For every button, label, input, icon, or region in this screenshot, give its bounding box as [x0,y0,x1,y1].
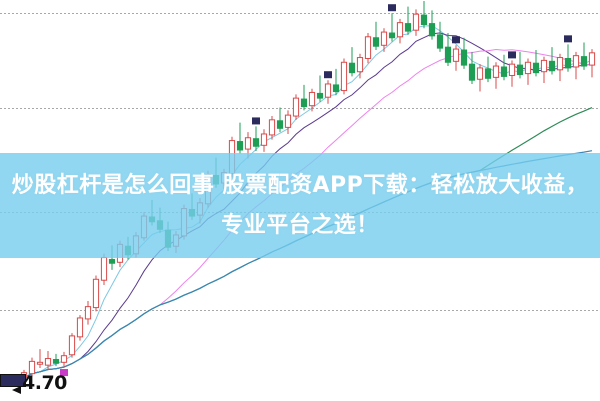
signal-markers [60,4,572,377]
signal-marker-buy [60,369,68,377]
headline-text: 炒股杠杆是怎么回事 股票配资APP下载：轻松放大收益，专业平台之选！ [11,172,589,238]
signal-marker-sell [508,51,516,59]
signal-marker-sell [564,35,572,43]
signal-marker-sell [324,71,332,79]
ma-line-ma10 [7,32,593,383]
signal-marker-sell [452,36,460,44]
price-cursor-arrow-icon [12,386,21,394]
price-label: 4.70 [22,372,67,394]
signal-marker-sell [388,4,396,12]
signal-marker-sell [252,117,260,125]
headline-banner: 炒股杠杆是怎么回事 股票配资APP下载：轻松放大收益，专业平台之选！ [0,153,600,258]
